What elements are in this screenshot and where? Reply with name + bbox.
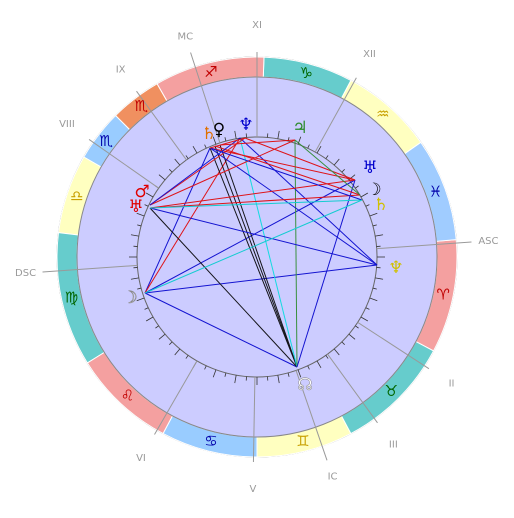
house-label: IX xyxy=(116,64,126,75)
planet: ♅ xyxy=(128,197,143,217)
house-label: XII xyxy=(363,49,376,60)
zodiac-sign: ♐ xyxy=(204,63,217,81)
rings xyxy=(43,52,472,462)
zodiac-sign: ♈ xyxy=(436,285,449,303)
house-label: VI xyxy=(136,453,146,464)
zodiac-sign: ♋ xyxy=(204,432,217,450)
house-label: III xyxy=(389,440,398,451)
planet: ♅ xyxy=(362,158,377,178)
zodiac-sign: ♑ xyxy=(299,64,312,82)
zodiac-sign: ♏ xyxy=(100,132,114,150)
house-label: VIII xyxy=(59,119,75,130)
house-label: MC xyxy=(177,31,193,42)
house-label: IC xyxy=(328,471,338,482)
planet: ♃ xyxy=(292,118,307,138)
zodiac-sign: ♒ xyxy=(376,105,389,123)
zodiac-sign: ♎ xyxy=(70,187,83,205)
house-label: II xyxy=(449,378,455,389)
zodiac-sign: ♏ xyxy=(135,97,149,115)
zodiac-sign: ♍ xyxy=(65,289,78,307)
zodiac-sign: ♓ xyxy=(429,183,442,201)
planet: ♀ xyxy=(213,120,225,140)
zodiac-sign: ♉ xyxy=(385,382,398,400)
house-label: V xyxy=(250,484,257,495)
planet: ♆ xyxy=(238,115,253,135)
house-label: XI xyxy=(252,20,262,31)
house-label: ASC xyxy=(478,236,498,247)
planet: ☽ xyxy=(122,288,137,308)
aspect-circle xyxy=(137,137,377,377)
house-label: DSC xyxy=(15,268,36,279)
planet: ☊ xyxy=(297,375,312,395)
planet: ♄ xyxy=(373,195,388,215)
planet: ♆ xyxy=(388,258,403,278)
zodiac-sign: ♊ xyxy=(296,432,309,450)
zodiac-sign: ♌ xyxy=(121,386,134,404)
